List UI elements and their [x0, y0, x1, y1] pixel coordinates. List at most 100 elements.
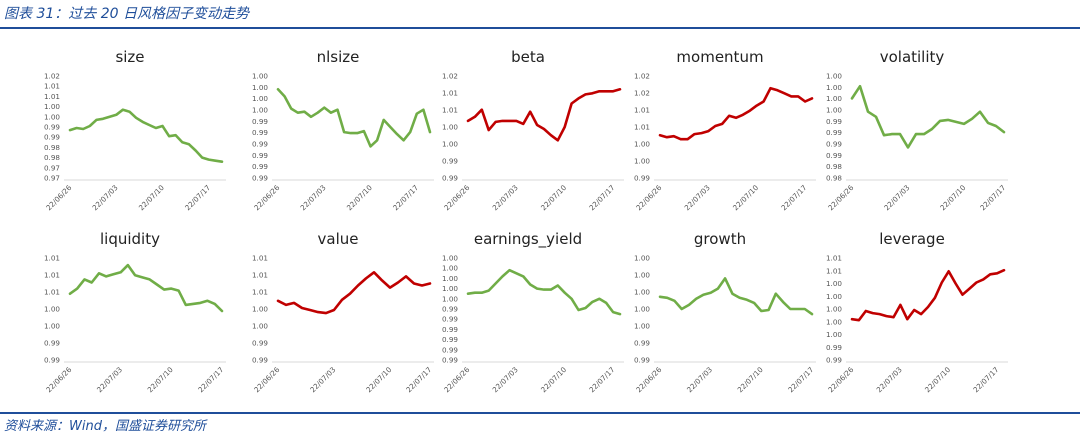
x-tick-label: 22/07/10 [938, 183, 967, 212]
series-line [276, 87, 432, 148]
y-tick-label: 0.99 [442, 325, 458, 334]
y-tick-label: 0.99 [44, 133, 60, 142]
y-tick-label: 0.99 [442, 356, 458, 365]
chart-title: value [317, 230, 359, 248]
figure-title: 图表 31：过去 20 日风格因子变动走势 [4, 6, 249, 22]
chart-panel-liquidity: liquidity 1.01 1.01 1.01 1.00 1.00 0.99 0.99 22/… [30, 228, 230, 408]
y-tick-label: 0.99 [252, 174, 268, 183]
x-tick-label: 22/06/26 [826, 365, 855, 394]
y-tick-label: 1.00 [442, 264, 458, 273]
y-tick-label: 0.99 [634, 356, 650, 365]
x-tick-label: 22/07/17 [391, 183, 420, 212]
x-tick-label: 22/07/17 [196, 365, 225, 394]
x-tick-label: 22/07/10 [731, 183, 760, 212]
series-line [466, 87, 622, 142]
y-tick-label: 1.00 [634, 140, 650, 149]
y-tick-label: 0.99 [442, 345, 458, 354]
y-tick-label: 0.99 [252, 162, 268, 171]
source-note: 资料来源：Wind，国盛证券研究所 [4, 419, 206, 434]
y-tick-label: 0.99 [826, 117, 842, 126]
x-tick-label: 22/06/26 [252, 365, 281, 394]
y-tick-label: 0.99 [634, 339, 650, 348]
x-tick-label: 22/07/17 [587, 183, 616, 212]
chart-panel-growth: growth 1.00 1.00 1.00 1.00 1.00 0.99 0.99 22/06/… [620, 228, 820, 408]
y-tick-label: 0.99 [252, 151, 268, 160]
x-tick-label: 22/06/26 [252, 183, 281, 212]
y-tick-label: 1.01 [826, 266, 842, 275]
x-tick-label: 22/06/26 [442, 183, 471, 212]
y-tick-label: 1.01 [252, 271, 268, 280]
y-tick-label: 1.00 [252, 94, 268, 103]
y-tick-label: 1.02 [442, 72, 458, 81]
y-tick-label: 0.98 [44, 153, 60, 162]
chart-title: volatility [879, 48, 945, 66]
y-tick-label: 1.02 [634, 72, 650, 81]
y-tick-label: 1.00 [634, 322, 650, 331]
x-tick-label: 22/07/03 [308, 365, 337, 394]
y-tick-label: 0.98 [44, 143, 60, 152]
y-tick-label: 1.00 [826, 317, 842, 326]
y-tick-label: 0.99 [826, 356, 842, 365]
y-tick-label: 1.00 [634, 305, 650, 314]
y-tick-label: 1.00 [442, 294, 458, 303]
series-line [658, 86, 814, 141]
y-tick-label: 1.00 [826, 106, 842, 115]
y-tick-label: 1.01 [252, 288, 268, 297]
x-tick-label: 22/07/17 [183, 183, 212, 212]
y-tick-label: 0.99 [44, 123, 60, 132]
series-line [658, 277, 814, 316]
chart-title: liquidity [100, 230, 160, 248]
y-tick-label: 1.02 [44, 72, 60, 81]
y-tick-label: 0.98 [826, 174, 842, 183]
x-tick-label: 22/06/26 [634, 365, 663, 394]
series-line [850, 84, 1006, 149]
x-tick-label: 22/06/26 [442, 365, 471, 394]
x-tick-label: 22/07/17 [978, 183, 1007, 212]
y-tick-label: 1.01 [44, 92, 60, 101]
y-tick-label: 0.99 [826, 128, 842, 137]
chart-panel-earnings_yield: earnings_yield 1.00 1.00 1.00 1.00 1.00 0.99 0.… [428, 228, 628, 408]
y-tick-label: 0.99 [442, 174, 458, 183]
x-tick-label: 22/07/03 [683, 183, 712, 212]
top-rule [0, 27, 1080, 29]
x-tick-label: 22/07/17 [587, 365, 616, 394]
y-tick-label: 1.00 [826, 292, 842, 301]
y-tick-label: 1.00 [44, 112, 60, 121]
y-tick-label: 1.00 [442, 140, 458, 149]
x-tick-label: 22/07/10 [345, 183, 374, 212]
y-tick-label: 1.01 [634, 106, 650, 115]
y-tick-label: 0.99 [442, 335, 458, 344]
x-tick-label: 22/06/26 [44, 183, 73, 212]
y-tick-label: 1.01 [44, 82, 60, 91]
series-line [68, 108, 224, 163]
y-tick-label: 0.99 [442, 315, 458, 324]
y-tick-label: 1.00 [252, 322, 268, 331]
y-tick-label: 1.00 [826, 330, 842, 339]
y-tick-label: 0.99 [252, 128, 268, 137]
y-tick-label: 1.00 [826, 279, 842, 288]
y-tick-label: 0.99 [44, 339, 60, 348]
chart-title: growth [693, 230, 747, 248]
y-tick-label: 0.99 [252, 117, 268, 126]
report-header: 图表 31：过去 20 日风格因子变动走势 [0, 0, 1080, 28]
y-tick-label: 1.01 [44, 271, 60, 280]
y-tick-label: 1.01 [252, 254, 268, 263]
series-line [466, 268, 622, 316]
x-tick-label: 22/07/03 [491, 183, 520, 212]
chart-title: beta [511, 48, 545, 66]
chart-svg: 1.00 1.00 1.00 1.00 0.99 0.99 0.99 0.99 0.98 0.98… [826, 72, 1008, 212]
x-tick-label: 22/07/03 [491, 365, 520, 394]
x-tick-label: 22/07/17 [779, 183, 808, 212]
y-tick-label: 1.00 [826, 305, 842, 314]
series-line [276, 270, 432, 315]
y-tick-label: 0.99 [826, 140, 842, 149]
y-tick-label: 1.00 [44, 102, 60, 111]
y-tick-label: 1.01 [634, 123, 650, 132]
y-tick-label: 0.99 [442, 157, 458, 166]
x-tick-label: 22/07/10 [736, 365, 765, 394]
y-tick-label: 1.01 [442, 89, 458, 98]
